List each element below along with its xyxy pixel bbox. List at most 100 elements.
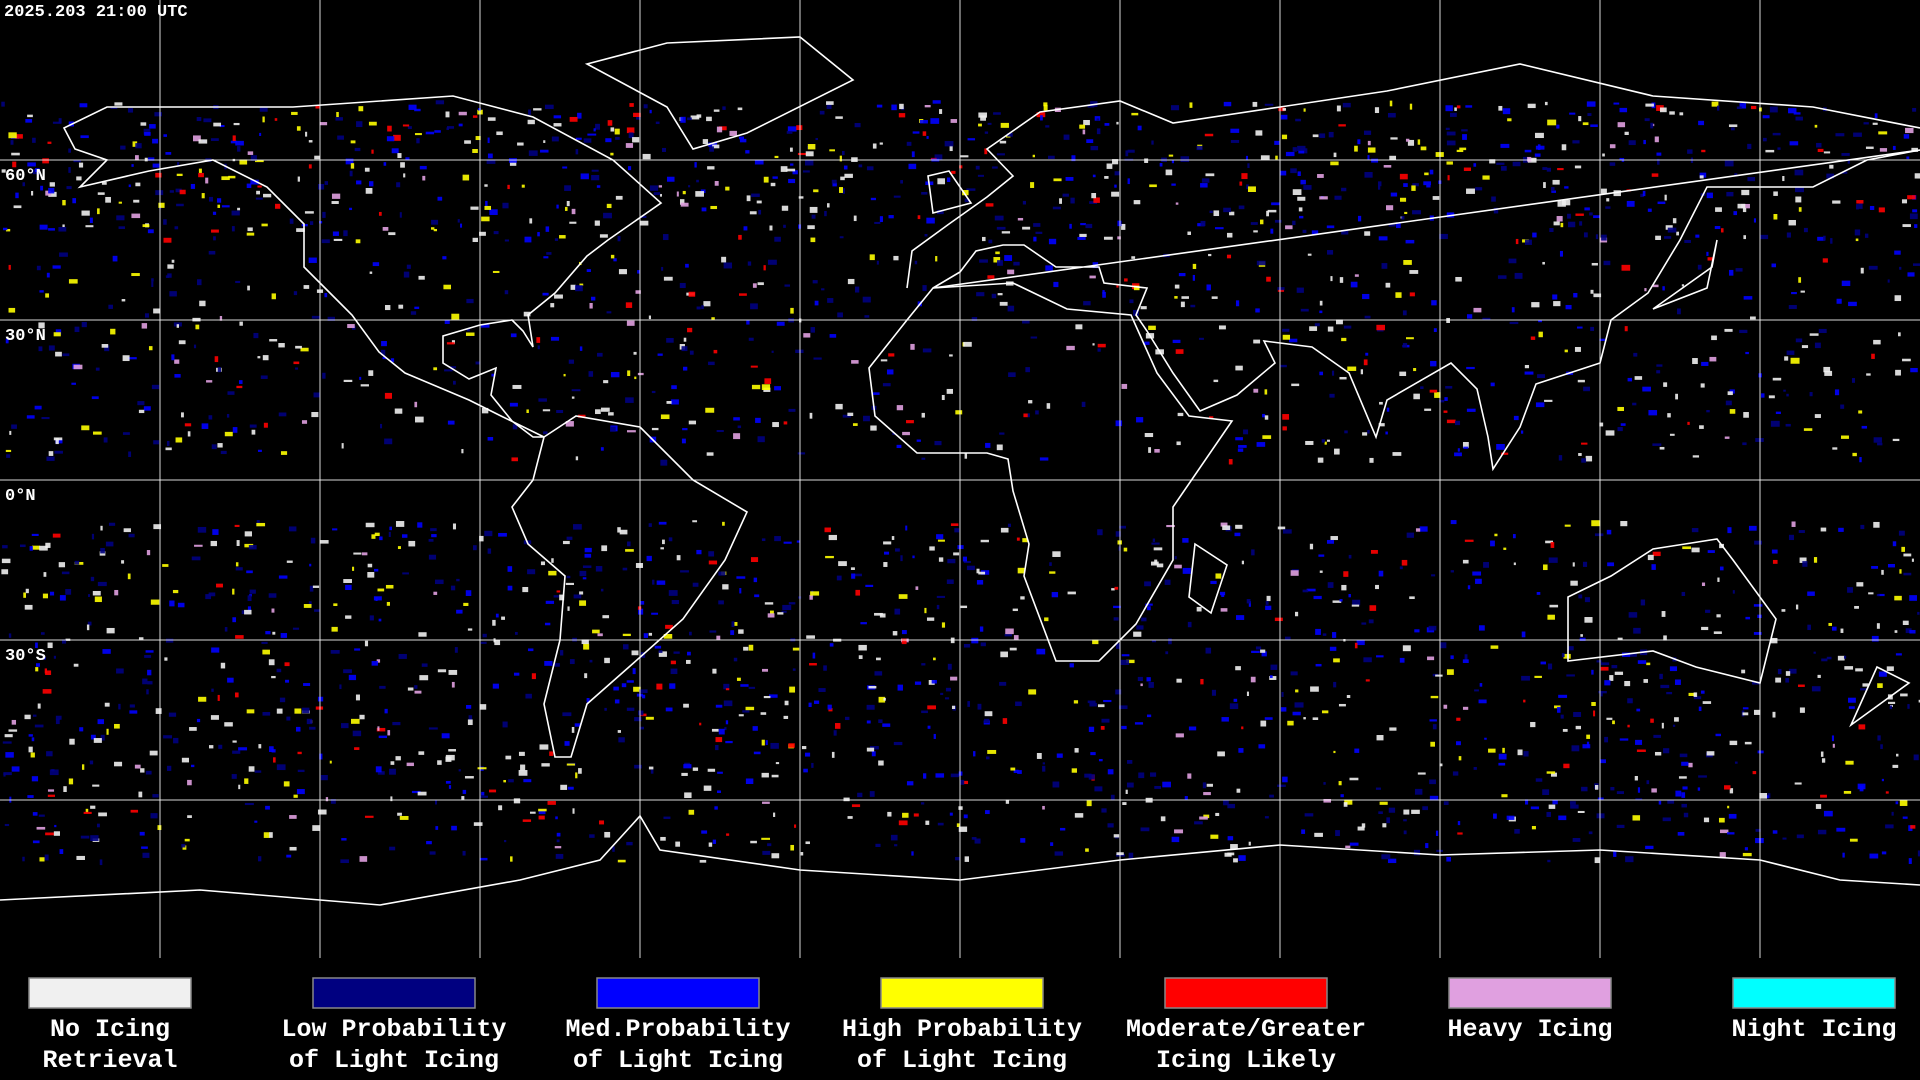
icing-pixel [944, 141, 954, 147]
icing-pixel [359, 856, 368, 862]
icing-pixel [167, 273, 172, 278]
icing-pixel [828, 534, 837, 541]
icing-pixel [1229, 211, 1235, 216]
icing-pixel [1365, 352, 1369, 356]
icing-pixel [1255, 308, 1260, 313]
icing-pixel [371, 534, 376, 539]
icing-pixel [1027, 413, 1030, 418]
icing-pixel [27, 162, 36, 167]
icing-pixel [1815, 804, 1822, 809]
icing-pixel [273, 757, 276, 763]
icing-pixel [842, 414, 851, 418]
icing-pixel [1274, 140, 1280, 145]
icing-pixel [543, 256, 549, 259]
icing-pixel [226, 413, 230, 418]
icing-pixel [1645, 103, 1654, 107]
icing-pixel [428, 538, 434, 542]
icing-pixel [1877, 593, 1885, 597]
icing-pixel [315, 105, 320, 109]
icing-pixel [695, 191, 704, 197]
icing-pixel [39, 857, 45, 862]
icing-pixel [331, 193, 341, 199]
icing-pixel [1606, 529, 1612, 535]
icing-pixel [92, 590, 101, 596]
icing-pixel [1788, 108, 1797, 114]
icing-pixel [754, 594, 760, 598]
icing-pixel [1727, 391, 1733, 396]
icing-pixel [269, 832, 273, 838]
icing-pixel [333, 238, 343, 241]
icing-pixel [711, 728, 719, 732]
icing-pixel [978, 571, 986, 575]
icing-pixel [1386, 205, 1394, 211]
icing-pixel [1880, 744, 1883, 749]
icing-pixel [927, 705, 936, 710]
icing-pixel [599, 820, 605, 825]
icing-pixel [680, 570, 689, 573]
icing-pixel [208, 415, 213, 420]
icing-pixel [1672, 218, 1677, 224]
icing-pixel [1022, 538, 1028, 543]
icing-pixel [1628, 612, 1638, 618]
icing-pixel [1354, 748, 1360, 753]
icing-pixel [852, 423, 858, 426]
icing-pixel [1542, 261, 1545, 265]
icing-pixel [510, 333, 517, 338]
icing-pixel [1684, 239, 1691, 243]
icing-pixel [1910, 367, 1918, 373]
icing-pixel [167, 264, 174, 269]
icing-pixel [462, 850, 466, 856]
icing-pixel [901, 630, 907, 635]
icing-pixel [1681, 591, 1686, 597]
icing-pixel [276, 668, 282, 673]
icing-pixel [950, 523, 959, 526]
icing-pixel [1661, 722, 1664, 729]
icing-pixel [1253, 388, 1259, 393]
icing-pixel [554, 663, 560, 667]
icing-pixel [1190, 304, 1196, 308]
icing-pixel [1062, 193, 1069, 197]
icing-pixel [643, 633, 649, 638]
icing-pixel [393, 134, 401, 141]
icing-pixel [1509, 321, 1519, 325]
icing-pixel [1141, 617, 1147, 622]
icing-pixel [1205, 173, 1215, 177]
icing-pixel [377, 726, 380, 731]
icing-pixel [86, 624, 90, 631]
icing-pixel [892, 432, 896, 435]
icing-pixel [682, 190, 686, 195]
icing-pixel [703, 785, 712, 791]
icing-pixel [1116, 121, 1119, 125]
icing-pixel [1446, 419, 1456, 424]
icing-pixel [575, 149, 579, 155]
icing-pixel [128, 184, 131, 188]
icing-pixel [1681, 284, 1685, 287]
icing-pixel [687, 117, 692, 121]
icing-pixel [1803, 227, 1808, 233]
icing-pixel [866, 166, 874, 171]
icing-pixel [1013, 261, 1020, 266]
icing-pixel [787, 126, 797, 132]
icing-pixel [1832, 200, 1841, 204]
icing-pixel [656, 683, 663, 690]
icing-pixel [1211, 689, 1217, 696]
icing-pixel [1777, 147, 1781, 150]
icing-pixel [1456, 741, 1461, 746]
icing-pixel [807, 144, 816, 150]
icing-pixel [1604, 736, 1609, 743]
icing-pixel [1133, 200, 1141, 205]
icing-pixel [1253, 339, 1261, 344]
icing-pixel [1146, 714, 1152, 718]
icing-pixel [101, 181, 107, 185]
icing-pixel [1074, 813, 1084, 818]
icing-pixel [1755, 828, 1761, 832]
icing-pixel [361, 552, 368, 556]
icing-pixel [1799, 557, 1807, 563]
icing-pixel [1590, 289, 1594, 294]
icing-pixel [911, 151, 915, 158]
icing-pixel [1271, 202, 1280, 206]
icing-pixel [770, 610, 774, 614]
icing-pixel [313, 392, 320, 398]
icing-pixel [210, 138, 219, 141]
icing-pixel [147, 681, 153, 685]
